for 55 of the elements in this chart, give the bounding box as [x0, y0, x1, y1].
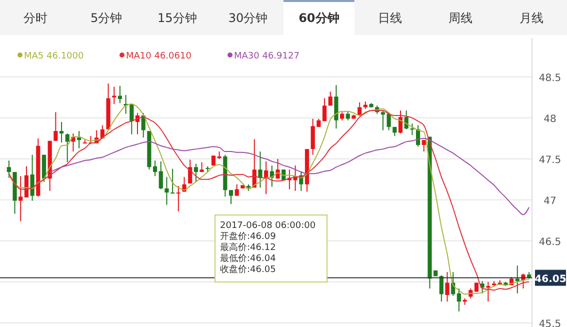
y-tick-label: 48: [544, 114, 556, 125]
candlestick: [152, 160, 158, 177]
y-tick-label: 46.5: [538, 236, 562, 248]
text: 60分钟: [298, 11, 340, 25]
candlestick: [6, 160, 11, 178]
text: 日线: [378, 11, 402, 25]
text: 分时: [23, 11, 48, 25]
candlestick: [258, 151, 262, 188]
candlestick: [211, 155, 216, 166]
y-tick-label: 47: [544, 196, 556, 207]
annotation: 最高价:46.12: [220, 242, 276, 253]
annotation: 2017-06-08 06:00:00: [220, 221, 316, 231]
candlestick: [77, 130, 82, 149]
candlestick: [515, 265, 520, 294]
text: 月线: [520, 11, 544, 25]
candlestick: [59, 122, 64, 143]
candlestick: [358, 102, 362, 116]
candlestick: [386, 112, 391, 131]
candlestick: [18, 176, 23, 222]
ref-line-label: 46.05: [534, 274, 566, 285]
text: 15分钟: [158, 11, 197, 25]
candlestick: [322, 98, 327, 122]
candlestick: [176, 185, 180, 212]
candlestick: [194, 163, 198, 182]
candlestick: [456, 288, 461, 312]
annotation: 最低价:46.04: [220, 253, 276, 264]
candlestick: [422, 140, 426, 152]
legend-label: MA5 46.1000: [24, 52, 84, 62]
text: 周线: [448, 11, 473, 25]
candlestick: [334, 84, 338, 130]
candlestick: [42, 154, 46, 182]
candlestick: [445, 272, 450, 302]
legend-label: MA30 46.9127: [234, 52, 300, 62]
candlestick: [328, 91, 332, 106]
candlestick: [164, 176, 169, 206]
annotation: 收盘价:46.05: [220, 264, 276, 275]
candlestick: [234, 184, 239, 196]
candlestick: [380, 110, 386, 131]
y-tick-label: 48.5: [538, 72, 562, 84]
y-tick-label: 47.5: [538, 154, 562, 166]
text: 30分钟: [228, 11, 268, 25]
candlestick: [65, 132, 70, 163]
annotation: 开盘价:46.09: [220, 231, 276, 242]
text: 5分钟: [90, 11, 122, 25]
legend-label: MA10 46.0610: [126, 52, 192, 62]
candlestick: [439, 274, 444, 302]
candlestick: [410, 123, 414, 136]
candlestick: [158, 160, 163, 190]
candlestick: [30, 154, 34, 202]
candlestick: [228, 190, 234, 204]
candlestick: [170, 168, 175, 194]
y-tick-label: 45.5: [538, 318, 562, 327]
candlestick: [54, 112, 58, 142]
candlestick: [130, 103, 134, 135]
candlestick: [398, 110, 403, 134]
